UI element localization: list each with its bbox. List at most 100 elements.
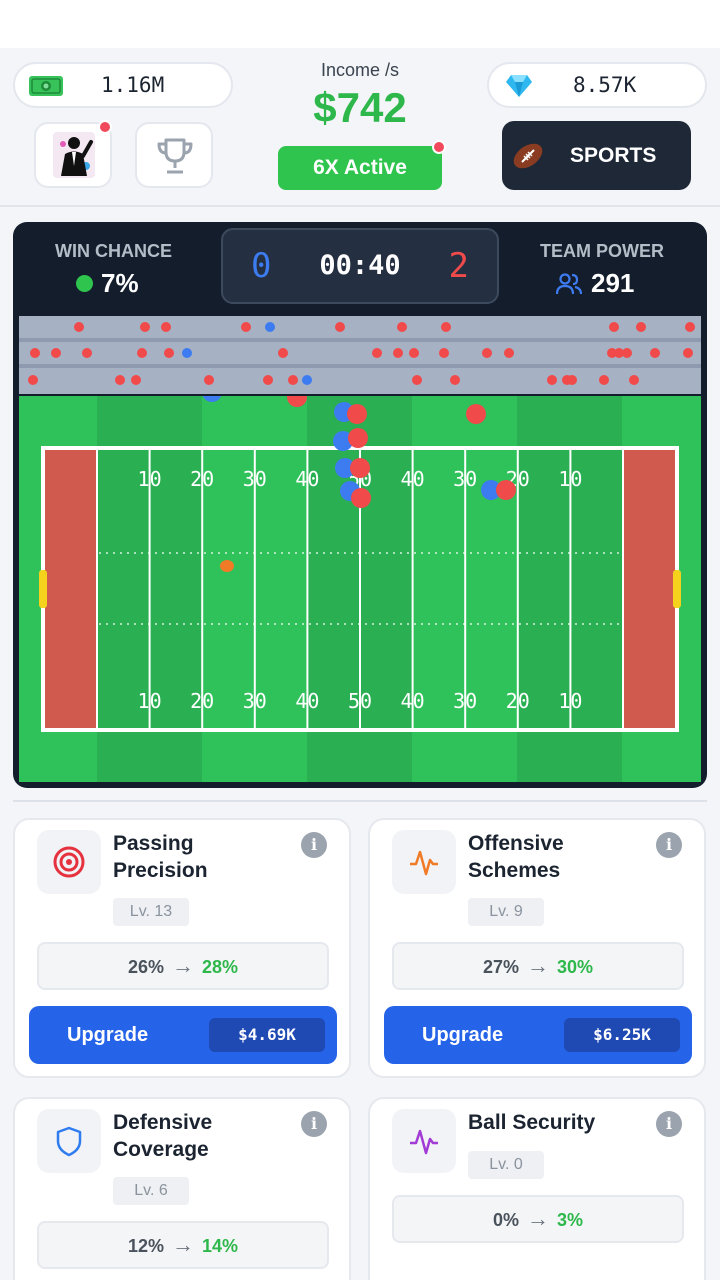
crowd-fan [650, 348, 660, 358]
crowd-fan [397, 322, 407, 332]
crowd-fan [182, 348, 192, 358]
cash-display[interactable]: 1.16M [13, 62, 233, 108]
info-icon[interactable]: i [301, 832, 327, 858]
info-icon[interactable]: i [656, 832, 682, 858]
team-icon [555, 272, 583, 301]
target-icon [37, 830, 101, 894]
away-player [348, 428, 368, 448]
crowd-fan [131, 375, 141, 385]
crowd-fan [115, 375, 125, 385]
crowd-fan [82, 348, 92, 358]
win-chance-value: 7% [101, 268, 139, 298]
crowd-fan [614, 348, 624, 358]
crowd-fan [450, 375, 460, 385]
arrow-right-icon: → [527, 953, 549, 978]
income-value: $742 [313, 84, 407, 131]
away-player [350, 458, 370, 478]
crowd-fan [278, 348, 288, 358]
stat-range: 0% → 3% [392, 1195, 684, 1243]
crowd-fan [622, 348, 632, 358]
multiplier-button[interactable]: 6X Active [278, 146, 442, 190]
cash-amount: 1.16M [101, 73, 165, 97]
yard-number: 30 [243, 467, 267, 491]
yard-numbers-top: 10 20 30 40 50 40 30 20 10 [138, 467, 583, 491]
left-endzone [43, 448, 97, 730]
card-title: Defensive Coverage [113, 1111, 213, 1161]
crowd-fan [482, 348, 492, 358]
crowd-fan [441, 322, 451, 332]
crowd-fan [599, 375, 609, 385]
crowd-fan [335, 322, 345, 332]
level-badge: Lv. 0 [468, 1151, 544, 1179]
crowd-fan [74, 322, 84, 332]
football-field: 10 20 30 40 50 40 30 20 10 10 20 30 40 50 40 30 20 10 [19, 396, 701, 782]
crowd-fan [683, 348, 693, 358]
level-badge: Lv. 6 [113, 1177, 189, 1205]
card-title: Passing Precision [113, 832, 208, 882]
football-icon [510, 138, 546, 179]
yard-number: 30 [453, 467, 477, 491]
diamond-icon [505, 74, 533, 103]
header-divider [0, 205, 720, 207]
crowd-fan [567, 375, 577, 385]
crowd-fan [372, 348, 382, 358]
football [220, 560, 234, 572]
top-bar [0, 0, 720, 48]
crowd-fan [51, 348, 61, 358]
sports-button[interactable]: SPORTS [502, 121, 691, 190]
crowd-fan [393, 348, 403, 358]
gems-amount: 8.57K [573, 73, 637, 97]
crowd-fan [164, 348, 174, 358]
card-title: Offensive Schemes [468, 832, 564, 882]
sports-label: SPORTS [570, 144, 657, 167]
crowd-fan [263, 375, 273, 385]
yard-number: 10 [558, 689, 582, 713]
team-power-value: 291 [591, 268, 635, 298]
gems-display[interactable]: 8.57K [487, 62, 707, 108]
arrow-right-icon: → [527, 1206, 549, 1231]
upgrade-button[interactable]: Upgrade $6.25K [384, 1006, 692, 1064]
trophy-button[interactable] [135, 122, 213, 188]
level-badge: Lv. 9 [468, 898, 544, 926]
upgrade-card-offensive-schemes: Offensive Schemes i Lv. 9 27% → 30% Upgrad… [368, 818, 706, 1078]
card-title: Ball Security [468, 1111, 596, 1134]
crowd-fan [30, 348, 40, 358]
stat-range: 27% → 30% [392, 942, 684, 990]
yard-numbers-bottom: 10 20 30 40 50 40 30 20 10 [138, 689, 583, 713]
game-clock: 00:40 [319, 250, 401, 281]
manager-button[interactable] [34, 120, 112, 188]
level-badge: Lv. 13 [113, 898, 189, 926]
away-score: 2 [448, 246, 469, 286]
income-label: Income /s [320, 60, 400, 80]
yard-number: 40 [401, 467, 425, 491]
right-endzone [623, 448, 677, 730]
upgrade-card-ball-security: Ball Security i Lv. 0 0% → 3% [368, 1097, 706, 1280]
away-player [466, 404, 486, 424]
crowd-fan [504, 348, 514, 358]
crowd-fan [161, 322, 171, 332]
yard-number: 40 [295, 467, 319, 491]
upgrade-button[interactable]: Upgrade $4.69K [29, 1006, 337, 1064]
home-player [481, 480, 501, 500]
crowd-fan [265, 322, 275, 332]
away-player [496, 480, 516, 500]
win-chance-label: WIN CHANCE [55, 241, 172, 261]
yard-number: 20 [506, 689, 530, 713]
yard-number: 30 [453, 689, 477, 713]
crowd-fan [204, 375, 214, 385]
yard-number: 50 [348, 689, 372, 713]
away-player [347, 404, 367, 424]
crowd-fan [137, 348, 147, 358]
crowd-fan [241, 322, 251, 332]
players [202, 396, 516, 572]
arrow-right-icon: → [172, 1232, 194, 1257]
multiplier-notification-dot [432, 140, 446, 154]
crowd-fan [609, 322, 619, 332]
win-chance-dot [76, 275, 93, 292]
info-icon[interactable]: i [301, 1111, 327, 1137]
cash-icon [29, 75, 63, 102]
yard-number: 20 [190, 467, 214, 491]
home-score: 0 [251, 246, 272, 286]
section-divider [13, 800, 707, 802]
info-icon[interactable]: i [656, 1111, 682, 1137]
